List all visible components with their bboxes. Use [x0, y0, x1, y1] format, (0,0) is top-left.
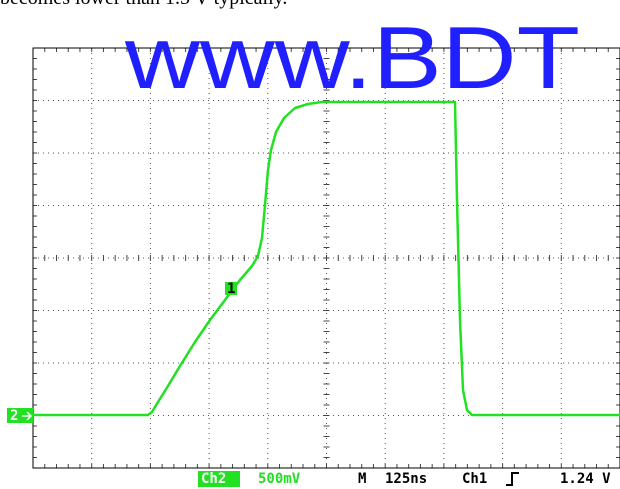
trigger-slope [506, 472, 519, 486]
status-timebase: 125ns [385, 471, 427, 487]
status-mode: M [358, 471, 366, 487]
status-trigger-source: Ch1 [462, 471, 487, 487]
channel-marker: 2 [10, 408, 18, 424]
trigger-marker: 1 [227, 281, 235, 297]
status-trigger-level: 1.24 V [560, 471, 611, 487]
status-scale: 500mV [258, 471, 301, 487]
screen-border [32, 47, 620, 469]
caption: becomes lower than 1.5 V typically. [0, 0, 287, 9]
channel-marker-box [7, 408, 33, 423]
channel-arrow [22, 411, 33, 421]
channel-label-box [198, 471, 240, 487]
trigger-marker-box [225, 282, 237, 295]
graticule [32, 47, 620, 469]
watermark: www.BDT [124, 8, 580, 107]
status-channel: Ch2 [201, 471, 226, 487]
waveform [33, 100, 620, 417]
